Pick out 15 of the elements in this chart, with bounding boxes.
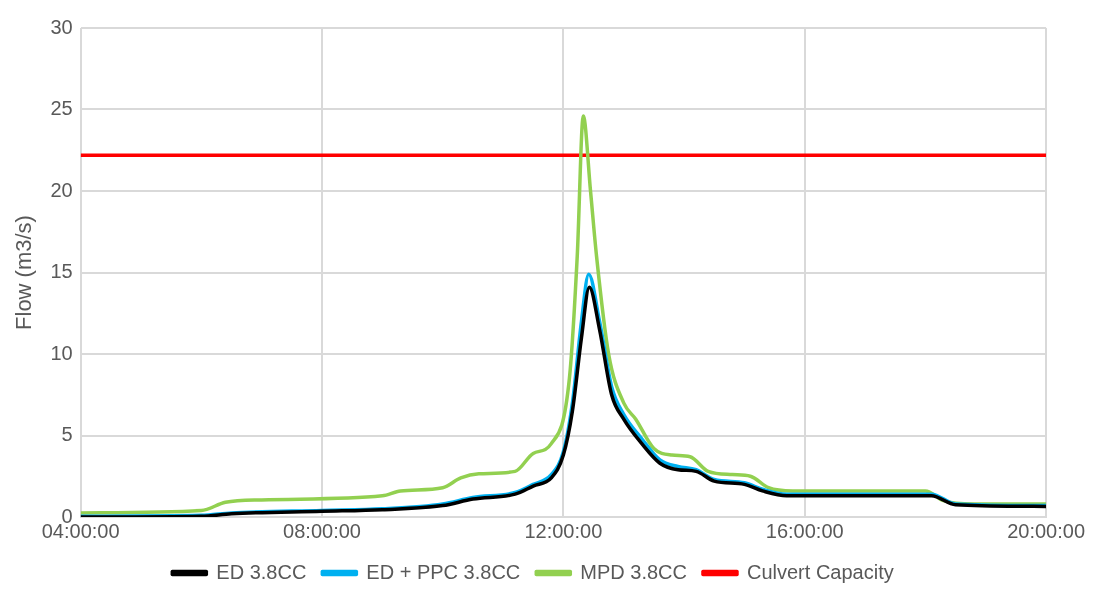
y-tick-label: 20 [50,178,73,201]
x-tick-label: 16:00:00 [765,519,844,542]
y-tick-label: 30 [50,15,73,38]
legend-label: MPD 3.8CC [580,560,687,583]
legend-label: ED 3.8CC [216,560,307,583]
legend-label: ED + PPC 3.8CC [366,560,521,583]
y-axis-title: Flow (m3/s) [11,215,37,330]
x-tick-label: 08:00:00 [283,519,361,542]
x-tick-label: 20:00:00 [1007,519,1085,542]
y-tick-label: 10 [50,341,73,364]
y-tick-label: 5 [61,423,73,446]
legend-label: Culvert Capacity [746,560,894,583]
x-tick-label: 12:00:00 [524,519,603,542]
y-tick-label: 15 [50,260,73,283]
y-tick-label: 25 [50,97,73,120]
